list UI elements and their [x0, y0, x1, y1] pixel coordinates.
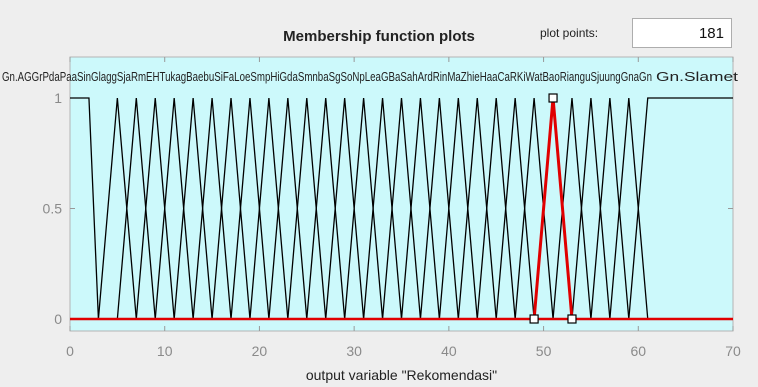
mf-curve-30[interactable]	[628, 97, 733, 320]
mf-curve-1[interactable]	[70, 97, 100, 320]
mf-curve-2[interactable]	[97, 97, 137, 320]
mf-curve-17[interactable]	[381, 97, 422, 320]
plot-points-label: plot points:	[540, 26, 599, 40]
x-tick-label: 50	[536, 343, 552, 359]
x-tick-label: 20	[252, 343, 268, 359]
mf-curve-7[interactable]	[192, 97, 232, 320]
mf-curve-9[interactable]	[230, 97, 270, 320]
mf-curve-28[interactable]	[590, 97, 630, 320]
mf-curve-15[interactable]	[344, 97, 384, 320]
mf-curve-11[interactable]	[268, 97, 308, 320]
x-tick-label: 30	[346, 343, 362, 359]
mf-vertex-handle[interactable]	[529, 314, 539, 324]
mf-curve-19[interactable]	[419, 97, 459, 320]
mf-curve-22[interactable]	[476, 97, 516, 320]
mf-vertex-handle[interactable]	[548, 93, 558, 103]
mf-labels: Gn.AGGrPdaPaaSinGlaggSjaRmEHTukagBaebuSi…	[2, 69, 652, 84]
mf-curve-24[interactable]	[514, 97, 554, 320]
mf-curve-6[interactable]	[173, 97, 213, 320]
mf-vertex-handle[interactable]	[567, 314, 577, 324]
mf-curve-23[interactable]	[495, 97, 535, 320]
y-tick-label: 0	[54, 311, 62, 327]
x-tick-label: 10	[157, 343, 173, 359]
mf-curve-10[interactable]	[249, 97, 289, 320]
mf-curve-14[interactable]	[325, 97, 365, 320]
mf-label-last: Gn.Slamet	[656, 69, 739, 84]
mf-curve-3[interactable]	[116, 97, 156, 320]
plot-points-input[interactable]	[632, 18, 732, 48]
x-tick-label: 60	[630, 343, 646, 359]
mf-curve-18[interactable]	[400, 97, 441, 320]
y-tick-label: 1	[54, 90, 62, 106]
x-tick-label: 40	[441, 343, 457, 359]
plot-title: Membership function plots	[283, 28, 475, 45]
x-tick-label: 0	[66, 343, 74, 359]
x-axis-label: output variable "Rekomendasi"	[306, 367, 497, 383]
mf-curve-13[interactable]	[306, 97, 346, 320]
mf-curve-4[interactable]	[135, 97, 175, 320]
mf-curve-20[interactable]	[438, 97, 478, 320]
y-tick-label: 0.5	[43, 201, 63, 217]
mf-curve-5[interactable]	[154, 97, 194, 320]
mf-curve-29[interactable]	[609, 97, 649, 320]
mf-curve-8[interactable]	[211, 97, 251, 320]
x-tick-label: 70	[725, 343, 741, 359]
mf-curve-21[interactable]	[457, 97, 497, 320]
mf-curve-27[interactable]	[571, 97, 611, 320]
mf-curve-26[interactable]	[552, 97, 592, 320]
mf-curve-16[interactable]	[362, 97, 403, 320]
mf-curve-12[interactable]	[287, 97, 327, 320]
